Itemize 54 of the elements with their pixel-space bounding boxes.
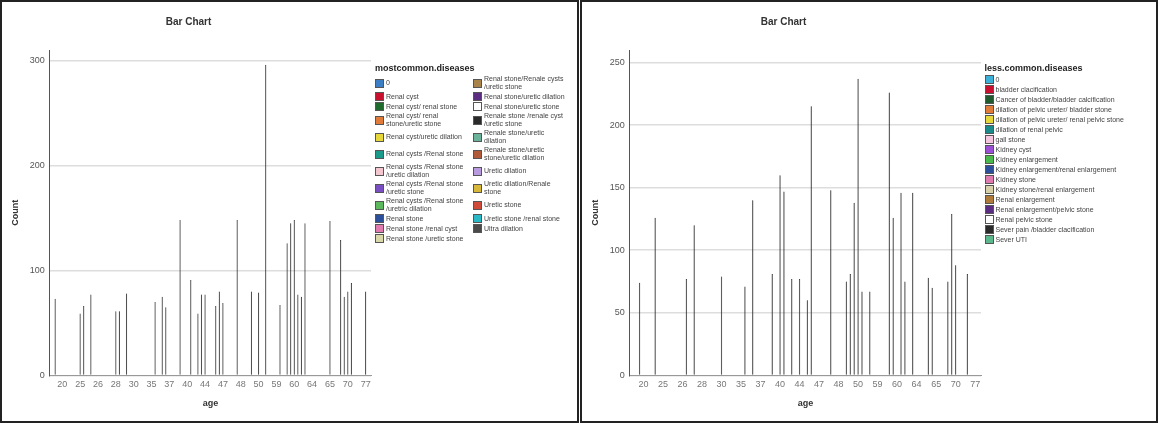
x-tick-label: 50: [253, 379, 264, 390]
x-tick-label: 26: [92, 379, 103, 390]
x-tick-label: 20: [637, 379, 648, 390]
x-tick-label: 77: [360, 379, 371, 390]
x-tick-label: 64: [911, 379, 922, 390]
y-tick-label: 200: [609, 119, 625, 130]
x-axis-title: age: [797, 398, 813, 409]
x-tick-label: 37: [755, 379, 766, 390]
y-tick-label: 150: [609, 182, 625, 193]
x-tick-label: 48: [235, 379, 246, 390]
x-tick-label: 25: [75, 379, 86, 390]
x-tick-label: 44: [794, 379, 805, 390]
y-axis-title: Count: [589, 199, 600, 226]
legend-title: less.common.diseases: [984, 63, 1084, 73]
legend-title: mostcommon.diseases: [375, 63, 476, 73]
y-tick-label: 0: [619, 369, 625, 380]
x-tick-label: 60: [891, 379, 902, 390]
x-tick-label: 26: [676, 379, 687, 390]
x-tick-label: 48: [833, 379, 844, 390]
x-tick-label: 28: [696, 379, 707, 390]
x-tick-label: 47: [217, 379, 228, 390]
y-tick-label: 300: [29, 54, 45, 65]
y-axis-title: Count: [9, 199, 20, 226]
x-tick-label: 65: [324, 379, 335, 390]
x-tick-label: 44: [200, 379, 211, 390]
x-tick-label: 40: [774, 379, 785, 390]
x-tick-label: 50: [852, 379, 863, 390]
x-tick-label: 40: [182, 379, 193, 390]
y-tick-label: 200: [29, 159, 45, 170]
x-tick-label: 77: [969, 379, 980, 390]
x-tick-label: 20: [57, 379, 68, 390]
x-tick-label: 59: [872, 379, 883, 390]
x-tick-label: 65: [930, 379, 941, 390]
x-tick-label: 64: [307, 379, 318, 390]
x-tick-label: 60: [289, 379, 300, 390]
x-tick-label: 25: [657, 379, 668, 390]
x-tick-label: 35: [735, 379, 746, 390]
x-axis-title: age: [202, 398, 219, 409]
y-tick-label: 50: [614, 307, 625, 318]
x-tick-label: 70: [950, 379, 961, 390]
x-tick-label: 28: [110, 379, 121, 390]
y-tick-label: 100: [609, 244, 625, 255]
x-tick-label: 30: [716, 379, 727, 390]
x-tick-label: 70: [342, 379, 353, 390]
chart-title: Bar Chart: [165, 15, 212, 27]
y-tick-label: 0: [39, 369, 45, 380]
x-tick-label: 30: [128, 379, 139, 390]
x-tick-label: 47: [813, 379, 824, 390]
x-tick-label: 37: [164, 379, 175, 390]
x-tick-label: 35: [146, 379, 157, 390]
x-tick-label: 59: [271, 379, 282, 390]
chart-title: Bar Chart: [760, 15, 807, 27]
y-tick-label: 250: [609, 57, 625, 67]
y-tick-label: 100: [29, 264, 45, 275]
